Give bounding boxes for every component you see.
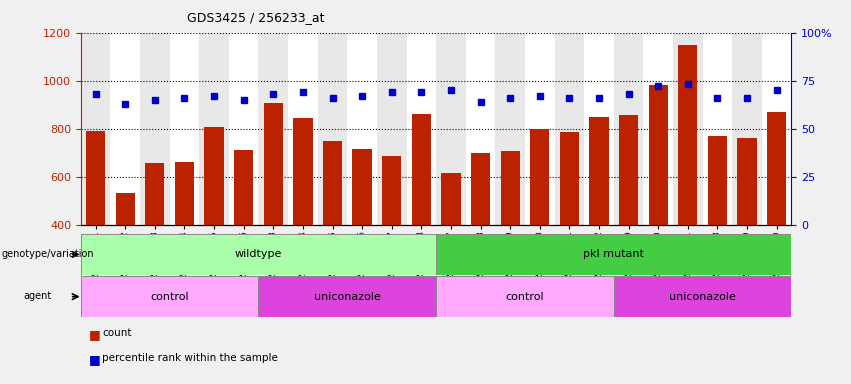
Bar	[500, 151, 520, 321]
Bar	[703, 33, 732, 225]
Bar	[116, 194, 134, 321]
Bar	[614, 33, 643, 225]
Bar	[436, 234, 791, 275]
Bar	[317, 33, 347, 225]
Bar	[643, 33, 673, 225]
Text: percentile rank within the sample: percentile rank within the sample	[102, 353, 278, 363]
Bar	[323, 141, 342, 321]
Bar	[146, 164, 164, 321]
Bar	[382, 156, 402, 321]
Bar	[762, 33, 791, 225]
Bar	[169, 33, 199, 225]
Bar	[471, 153, 490, 321]
Bar	[678, 45, 698, 321]
Bar	[204, 127, 224, 321]
Text: genotype/variation: genotype/variation	[2, 249, 94, 259]
Bar	[86, 131, 106, 321]
Bar	[347, 33, 377, 225]
Bar	[767, 112, 786, 321]
Bar	[436, 33, 465, 225]
Bar	[234, 150, 254, 321]
Bar	[199, 33, 229, 225]
Bar	[294, 118, 312, 321]
Bar	[288, 33, 317, 225]
Bar	[377, 33, 407, 225]
Text: GDS3425 / 256233_at: GDS3425 / 256233_at	[187, 12, 325, 25]
Bar	[614, 276, 791, 317]
Bar	[555, 33, 584, 225]
Bar	[412, 114, 431, 321]
Text: wildtype: wildtype	[235, 249, 283, 260]
Bar	[174, 162, 194, 321]
Bar	[465, 33, 495, 225]
Bar	[673, 33, 703, 225]
Bar	[81, 276, 259, 317]
Text: uniconazole: uniconazole	[314, 291, 380, 302]
Bar	[648, 86, 668, 321]
Text: ■: ■	[89, 328, 101, 341]
Bar	[590, 117, 608, 321]
Bar	[442, 173, 460, 321]
Text: control: control	[151, 291, 189, 302]
Bar	[259, 276, 436, 317]
Text: pkl mutant: pkl mutant	[583, 249, 644, 260]
Text: count: count	[102, 328, 132, 338]
Bar	[495, 33, 525, 225]
Bar	[81, 234, 436, 275]
Text: ■: ■	[89, 353, 101, 366]
Bar	[619, 116, 638, 321]
Bar	[81, 33, 111, 225]
Bar	[560, 132, 579, 321]
Text: agent: agent	[24, 291, 52, 301]
Bar	[584, 33, 614, 225]
Bar	[352, 149, 372, 321]
Bar	[738, 138, 757, 321]
Bar	[111, 33, 140, 225]
Bar	[229, 33, 259, 225]
Bar	[530, 129, 550, 321]
Bar	[525, 33, 555, 225]
Bar	[407, 33, 436, 225]
Bar	[708, 136, 727, 321]
Bar	[259, 33, 288, 225]
Bar	[264, 103, 283, 321]
Text: uniconazole: uniconazole	[669, 291, 736, 302]
Bar	[140, 33, 169, 225]
Bar	[732, 33, 762, 225]
Text: control: control	[505, 291, 545, 302]
Bar	[436, 276, 614, 317]
